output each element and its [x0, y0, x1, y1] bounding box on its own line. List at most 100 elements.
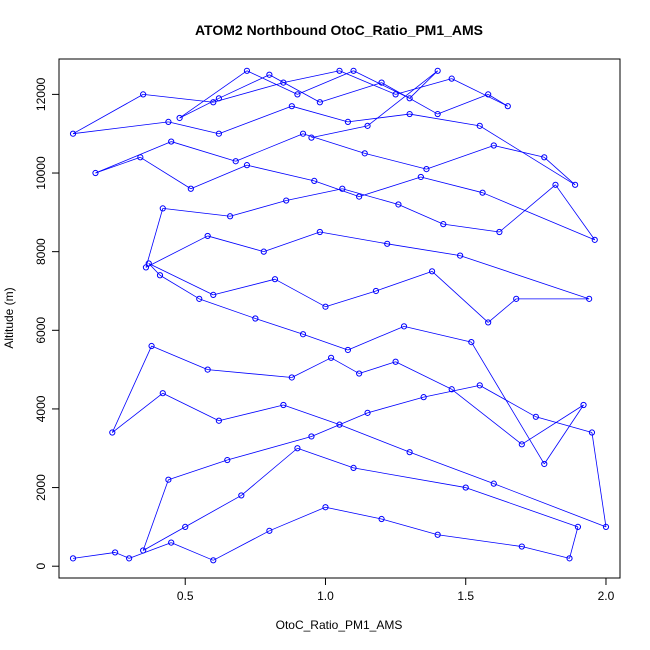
- data-point: [69, 555, 77, 562]
- data-point: [271, 276, 279, 283]
- data-point: [566, 555, 573, 562]
- data-point: [384, 240, 391, 247]
- series-segment: [72, 552, 116, 559]
- data-point: [378, 515, 385, 523]
- data-point: [400, 323, 408, 330]
- data-point: [204, 366, 211, 373]
- data-point: [322, 303, 329, 310]
- series-segment: [269, 74, 321, 103]
- series-segment: [291, 105, 349, 123]
- series-segment: [246, 164, 315, 182]
- series-segment: [302, 133, 365, 154]
- x-axis-label: OtoC_Ratio_PM1_AMS: [276, 618, 403, 632]
- series-segment: [95, 141, 172, 174]
- series-segment: [140, 156, 192, 190]
- data-point: [187, 185, 194, 192]
- series-segment: [342, 188, 399, 205]
- series-segment: [426, 145, 494, 170]
- data-point: [485, 319, 492, 326]
- data-point: [210, 99, 217, 106]
- data-point: [92, 169, 99, 177]
- data-point: [260, 248, 267, 255]
- series-segment: [359, 176, 421, 197]
- y-axis: 0 2000 4000 6000 8000 10000 12000: [34, 77, 60, 570]
- y-tick-label: 4000: [34, 395, 48, 422]
- series-segment: [314, 180, 360, 197]
- series-segment: [283, 70, 340, 83]
- series-segment: [269, 506, 326, 532]
- x-tick-label: 1.5: [457, 589, 474, 603]
- series-segment: [319, 231, 388, 245]
- data-point: [311, 177, 318, 184]
- series-segment: [420, 176, 483, 194]
- data-point: [580, 401, 587, 409]
- series-segment: [274, 278, 326, 308]
- series-segment: [367, 70, 438, 127]
- series-segment: [162, 392, 220, 422]
- data-point: [224, 456, 231, 464]
- series-segment: [569, 526, 579, 559]
- data-point: [490, 142, 497, 149]
- data-point: [210, 291, 217, 299]
- data-point: [428, 268, 436, 275]
- data-point: [588, 429, 596, 436]
- series-segment: [128, 542, 172, 559]
- series-segment: [459, 255, 590, 300]
- data-point: [552, 181, 559, 188]
- data-point: [280, 401, 287, 409]
- data-point: [448, 75, 455, 82]
- data-point: [586, 295, 593, 302]
- series-segment: [207, 369, 292, 378]
- data-point: [288, 103, 295, 110]
- data-point: [215, 95, 222, 102]
- data-point: [602, 523, 610, 530]
- series-segment: [291, 357, 332, 378]
- series-segment: [493, 483, 607, 528]
- data-point: [280, 79, 287, 86]
- data-point: [406, 449, 413, 456]
- series-segment: [218, 105, 292, 135]
- data-point: [356, 193, 363, 200]
- data-point: [361, 150, 368, 157]
- series-segment: [470, 341, 545, 465]
- data-point: [327, 354, 335, 361]
- series-segment: [451, 388, 523, 445]
- series-segment: [162, 208, 231, 217]
- data-point: [145, 260, 152, 267]
- data-point: [364, 122, 371, 129]
- series-segment: [227, 436, 312, 461]
- series-segment: [409, 70, 438, 99]
- series-segment: [72, 94, 144, 135]
- series-segment: [451, 78, 508, 107]
- series-segment: [213, 530, 270, 561]
- series-segment: [395, 78, 452, 95]
- data-point: [356, 370, 363, 377]
- data-point: [420, 394, 427, 401]
- data-point: [572, 181, 579, 188]
- data-point: [156, 272, 164, 279]
- data-point: [308, 433, 315, 440]
- data-point: [476, 122, 483, 129]
- series-segment: [521, 546, 570, 559]
- data-point: [434, 110, 441, 118]
- data-point: [142, 264, 150, 271]
- series-segment: [591, 432, 607, 527]
- series-segment: [263, 231, 320, 253]
- series-segment: [330, 357, 360, 374]
- x-axis: 0.5 1.0 1.5 2.0: [177, 577, 615, 603]
- data-point: [182, 523, 189, 530]
- data-point: [344, 118, 352, 126]
- series-lines: [72, 70, 607, 561]
- series-segment: [493, 145, 545, 158]
- data-point: [406, 110, 413, 118]
- data-point: [406, 95, 413, 102]
- x-tick-label: 2.0: [598, 589, 615, 603]
- series-segment: [521, 404, 584, 445]
- series-segment: [213, 278, 276, 296]
- data-point: [513, 295, 520, 302]
- data-point: [440, 221, 447, 228]
- data-point: [266, 71, 273, 78]
- data-point: [434, 67, 441, 74]
- data-point: [109, 429, 116, 436]
- data-point: [243, 162, 251, 169]
